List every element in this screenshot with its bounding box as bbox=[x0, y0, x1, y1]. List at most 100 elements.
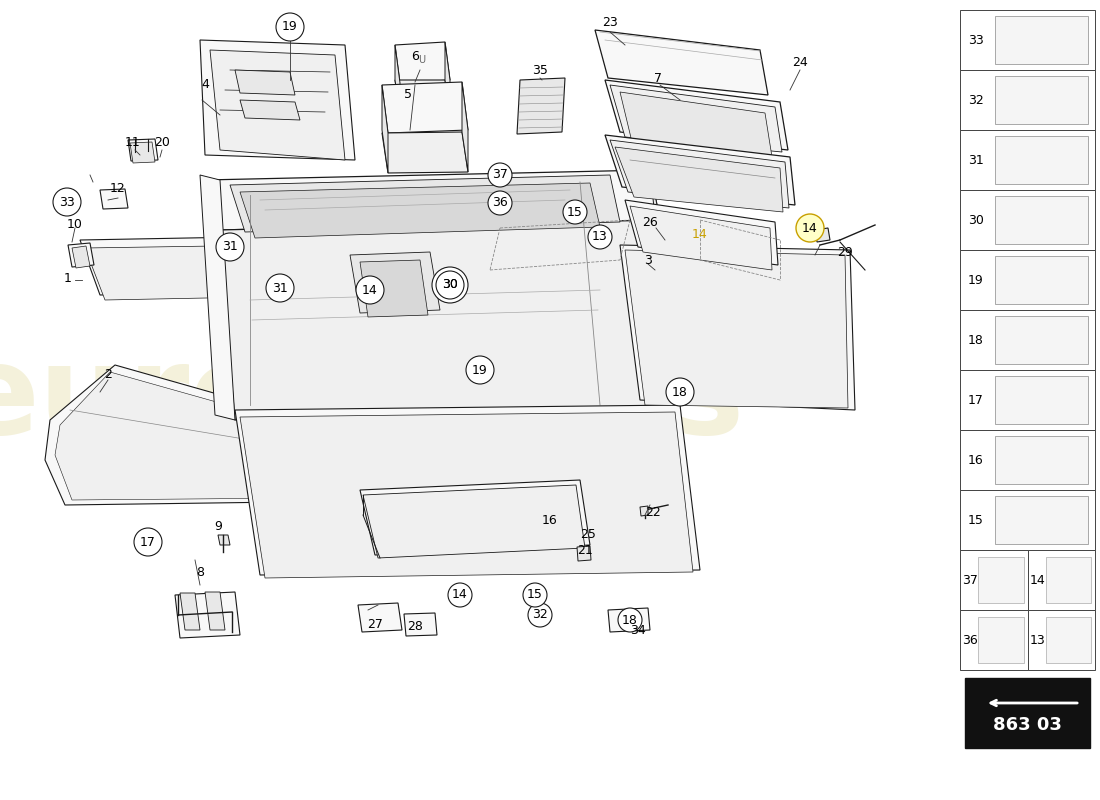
Polygon shape bbox=[978, 557, 1023, 603]
Polygon shape bbox=[382, 85, 388, 173]
Text: 15: 15 bbox=[527, 589, 543, 602]
Polygon shape bbox=[996, 496, 1088, 544]
Text: 26: 26 bbox=[642, 215, 658, 229]
Text: 11: 11 bbox=[125, 135, 141, 149]
Polygon shape bbox=[815, 228, 830, 242]
Text: 31: 31 bbox=[272, 282, 288, 294]
Polygon shape bbox=[72, 246, 90, 268]
Circle shape bbox=[528, 603, 552, 627]
Polygon shape bbox=[605, 135, 795, 205]
Text: 18: 18 bbox=[623, 614, 638, 626]
Text: 14: 14 bbox=[452, 589, 468, 602]
Text: 29: 29 bbox=[837, 246, 852, 258]
Text: 2: 2 bbox=[104, 369, 112, 382]
Polygon shape bbox=[235, 405, 700, 575]
Circle shape bbox=[436, 271, 464, 299]
Text: 24: 24 bbox=[792, 57, 807, 70]
Polygon shape bbox=[218, 220, 680, 420]
Text: 30: 30 bbox=[442, 278, 458, 291]
Polygon shape bbox=[55, 372, 440, 500]
Polygon shape bbox=[205, 170, 660, 230]
Text: 30: 30 bbox=[442, 278, 458, 291]
Polygon shape bbox=[960, 70, 1094, 130]
Text: 7: 7 bbox=[654, 71, 662, 85]
Polygon shape bbox=[1027, 610, 1094, 670]
Polygon shape bbox=[996, 76, 1088, 124]
Circle shape bbox=[466, 356, 494, 384]
Circle shape bbox=[796, 214, 824, 242]
Circle shape bbox=[618, 608, 642, 632]
Polygon shape bbox=[620, 92, 772, 157]
Circle shape bbox=[432, 267, 468, 303]
Circle shape bbox=[356, 276, 384, 304]
Text: 37: 37 bbox=[962, 574, 978, 586]
Polygon shape bbox=[996, 376, 1088, 424]
Text: 14: 14 bbox=[1030, 574, 1045, 586]
Polygon shape bbox=[996, 316, 1088, 364]
Text: 863 03: 863 03 bbox=[993, 716, 1062, 734]
Text: 25: 25 bbox=[580, 529, 596, 542]
Text: 14: 14 bbox=[802, 222, 818, 234]
Polygon shape bbox=[205, 592, 225, 630]
Polygon shape bbox=[363, 485, 585, 558]
Circle shape bbox=[488, 163, 512, 187]
Text: 16: 16 bbox=[968, 454, 983, 466]
Polygon shape bbox=[395, 80, 450, 115]
Polygon shape bbox=[1027, 550, 1094, 610]
Text: 15: 15 bbox=[568, 206, 583, 218]
Text: 31: 31 bbox=[222, 241, 238, 254]
Polygon shape bbox=[235, 70, 295, 95]
Polygon shape bbox=[960, 10, 1094, 70]
Polygon shape bbox=[360, 260, 428, 317]
Polygon shape bbox=[960, 550, 1027, 610]
Text: 19: 19 bbox=[472, 363, 488, 377]
Polygon shape bbox=[996, 16, 1088, 64]
Polygon shape bbox=[382, 82, 468, 133]
Polygon shape bbox=[996, 196, 1088, 244]
Text: 30: 30 bbox=[968, 214, 983, 226]
Polygon shape bbox=[625, 250, 848, 408]
Polygon shape bbox=[960, 490, 1094, 550]
Text: 12: 12 bbox=[110, 182, 125, 194]
Circle shape bbox=[563, 200, 587, 224]
Polygon shape bbox=[960, 250, 1094, 310]
Text: 33: 33 bbox=[968, 34, 983, 46]
Polygon shape bbox=[85, 244, 358, 300]
Polygon shape bbox=[960, 190, 1094, 250]
Polygon shape bbox=[630, 206, 772, 270]
Text: 13: 13 bbox=[592, 230, 608, 243]
Polygon shape bbox=[462, 82, 468, 172]
Circle shape bbox=[53, 188, 81, 216]
Polygon shape bbox=[978, 617, 1023, 663]
Polygon shape bbox=[358, 603, 402, 632]
Circle shape bbox=[522, 583, 547, 607]
Circle shape bbox=[216, 233, 244, 261]
Polygon shape bbox=[230, 175, 620, 232]
Text: eurospares: eurospares bbox=[0, 339, 745, 461]
Polygon shape bbox=[360, 480, 590, 555]
Polygon shape bbox=[1045, 617, 1091, 663]
Circle shape bbox=[276, 13, 304, 41]
Polygon shape bbox=[200, 40, 355, 160]
Text: 13: 13 bbox=[1030, 634, 1045, 646]
Polygon shape bbox=[80, 235, 365, 295]
Polygon shape bbox=[650, 170, 680, 410]
Text: 19: 19 bbox=[968, 274, 983, 286]
Polygon shape bbox=[382, 132, 468, 173]
Polygon shape bbox=[578, 546, 591, 561]
Polygon shape bbox=[175, 592, 240, 638]
Polygon shape bbox=[960, 130, 1094, 190]
Text: 17: 17 bbox=[968, 394, 983, 406]
Text: 32: 32 bbox=[532, 609, 548, 622]
Polygon shape bbox=[615, 147, 783, 212]
Text: a passion for parts since 1985: a passion for parts since 1985 bbox=[120, 455, 581, 485]
Polygon shape bbox=[1045, 557, 1091, 603]
Polygon shape bbox=[240, 183, 600, 238]
Text: 8: 8 bbox=[196, 566, 204, 578]
Polygon shape bbox=[395, 42, 450, 83]
Text: 9: 9 bbox=[214, 519, 222, 533]
Polygon shape bbox=[960, 430, 1094, 490]
Text: U: U bbox=[418, 55, 426, 65]
Circle shape bbox=[488, 191, 512, 215]
Text: 15: 15 bbox=[968, 514, 983, 526]
